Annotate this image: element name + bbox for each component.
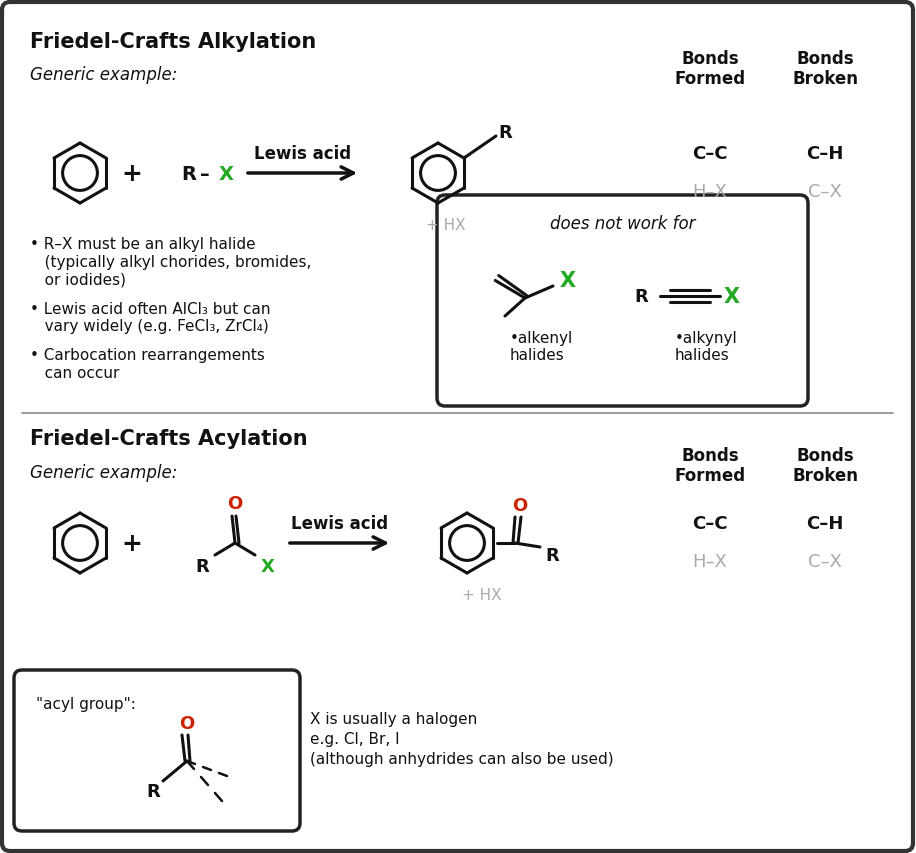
Text: X: X xyxy=(219,165,234,183)
Text: O: O xyxy=(512,496,528,514)
Text: H–X: H–X xyxy=(692,553,727,571)
Text: Lewis acid: Lewis acid xyxy=(291,514,388,532)
Text: X: X xyxy=(560,270,576,291)
Text: Generic example:: Generic example: xyxy=(30,463,178,481)
Text: (although anhydrides can also be used): (although anhydrides can also be used) xyxy=(310,751,614,766)
Text: C–C: C–C xyxy=(692,514,728,532)
Text: C–H: C–H xyxy=(806,514,844,532)
FancyBboxPatch shape xyxy=(437,196,808,407)
Text: + HX: + HX xyxy=(426,218,466,233)
Text: H–X: H–X xyxy=(692,183,727,200)
Text: • R–X must be an alkyl halide: • R–X must be an alkyl halide xyxy=(30,236,256,251)
Text: +: + xyxy=(122,162,142,186)
Text: + HX: + HX xyxy=(463,588,502,603)
Text: R: R xyxy=(147,782,160,800)
Text: C–X: C–X xyxy=(808,183,842,200)
Text: Friedel-Crafts Acylation: Friedel-Crafts Acylation xyxy=(30,428,308,449)
Text: vary widely (e.g. FeCl₃, ZrCl₄): vary widely (e.g. FeCl₃, ZrCl₄) xyxy=(30,319,268,334)
Text: can occur: can occur xyxy=(30,366,119,381)
Text: Friedel-Crafts Alkylation: Friedel-Crafts Alkylation xyxy=(30,32,316,52)
Text: (typically alkyl chorides, bromides,: (typically alkyl chorides, bromides, xyxy=(30,254,311,270)
Text: • Carbocation rearrangements: • Carbocation rearrangements xyxy=(30,348,265,363)
Text: C–H: C–H xyxy=(806,145,844,163)
Text: •alkynyl
halides: •alkynyl halides xyxy=(675,330,737,363)
Text: Bonds
Broken: Bonds Broken xyxy=(792,49,858,89)
Text: C–X: C–X xyxy=(808,553,842,571)
Text: X is usually a halogen: X is usually a halogen xyxy=(310,711,477,726)
Text: Bonds
Broken: Bonds Broken xyxy=(792,446,858,485)
Text: R: R xyxy=(181,165,196,183)
Text: R: R xyxy=(545,547,559,565)
Text: O: O xyxy=(227,495,243,513)
Text: O: O xyxy=(180,714,194,732)
Text: • Lewis acid often AlCl₃ but can: • Lewis acid often AlCl₃ but can xyxy=(30,301,270,316)
FancyBboxPatch shape xyxy=(14,670,300,831)
Text: R: R xyxy=(498,124,512,142)
Text: Bonds
Formed: Bonds Formed xyxy=(674,446,746,485)
Text: +: + xyxy=(122,531,142,555)
FancyBboxPatch shape xyxy=(2,3,913,851)
Text: does not work for: does not work for xyxy=(550,215,695,233)
Text: or iodides): or iodides) xyxy=(30,272,126,287)
Text: "acyl group":: "acyl group": xyxy=(36,696,136,711)
Text: e.g. Cl, Br, I: e.g. Cl, Br, I xyxy=(310,731,399,746)
Text: Generic example:: Generic example: xyxy=(30,66,178,84)
Text: Bonds
Formed: Bonds Formed xyxy=(674,49,746,89)
Text: X: X xyxy=(724,287,740,306)
Text: –: – xyxy=(201,165,210,183)
Text: •alkenyl
halides: •alkenyl halides xyxy=(510,330,573,363)
Text: R: R xyxy=(634,287,648,305)
Text: X: X xyxy=(261,557,275,575)
Text: C–C: C–C xyxy=(692,145,728,163)
Text: Lewis acid: Lewis acid xyxy=(254,145,351,163)
Text: R: R xyxy=(195,557,209,575)
